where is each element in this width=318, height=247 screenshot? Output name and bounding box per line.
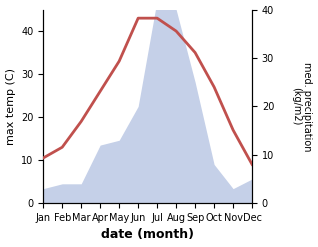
Y-axis label: max temp (C): max temp (C) (5, 68, 16, 145)
Y-axis label: med. precipitation
(kg/m2): med. precipitation (kg/m2) (291, 62, 313, 151)
X-axis label: date (month): date (month) (101, 228, 194, 242)
